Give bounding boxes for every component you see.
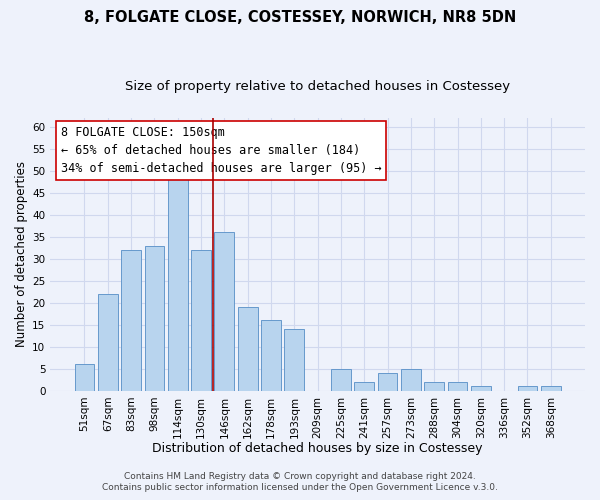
Bar: [424, 382, 444, 391]
Bar: [168, 170, 188, 391]
Title: Size of property relative to detached houses in Costessey: Size of property relative to detached ho…: [125, 80, 510, 93]
Bar: [448, 382, 467, 391]
Bar: [238, 307, 257, 391]
Bar: [191, 250, 211, 391]
Bar: [98, 294, 118, 391]
Bar: [214, 232, 234, 391]
X-axis label: Distribution of detached houses by size in Costessey: Distribution of detached houses by size …: [152, 442, 483, 455]
Bar: [541, 386, 560, 391]
Bar: [121, 250, 141, 391]
Y-axis label: Number of detached properties: Number of detached properties: [15, 162, 28, 348]
Bar: [471, 386, 491, 391]
Bar: [261, 320, 281, 391]
Text: Contains HM Land Registry data © Crown copyright and database right 2024.
Contai: Contains HM Land Registry data © Crown c…: [102, 472, 498, 492]
Bar: [331, 369, 351, 391]
Bar: [377, 373, 397, 391]
Text: 8, FOLGATE CLOSE, COSTESSEY, NORWICH, NR8 5DN: 8, FOLGATE CLOSE, COSTESSEY, NORWICH, NR…: [84, 10, 516, 25]
Bar: [284, 329, 304, 391]
Bar: [74, 364, 94, 391]
Bar: [355, 382, 374, 391]
Bar: [145, 246, 164, 391]
Bar: [401, 369, 421, 391]
Bar: [518, 386, 538, 391]
Text: 8 FOLGATE CLOSE: 150sqm
← 65% of detached houses are smaller (184)
34% of semi-d: 8 FOLGATE CLOSE: 150sqm ← 65% of detache…: [61, 126, 382, 175]
